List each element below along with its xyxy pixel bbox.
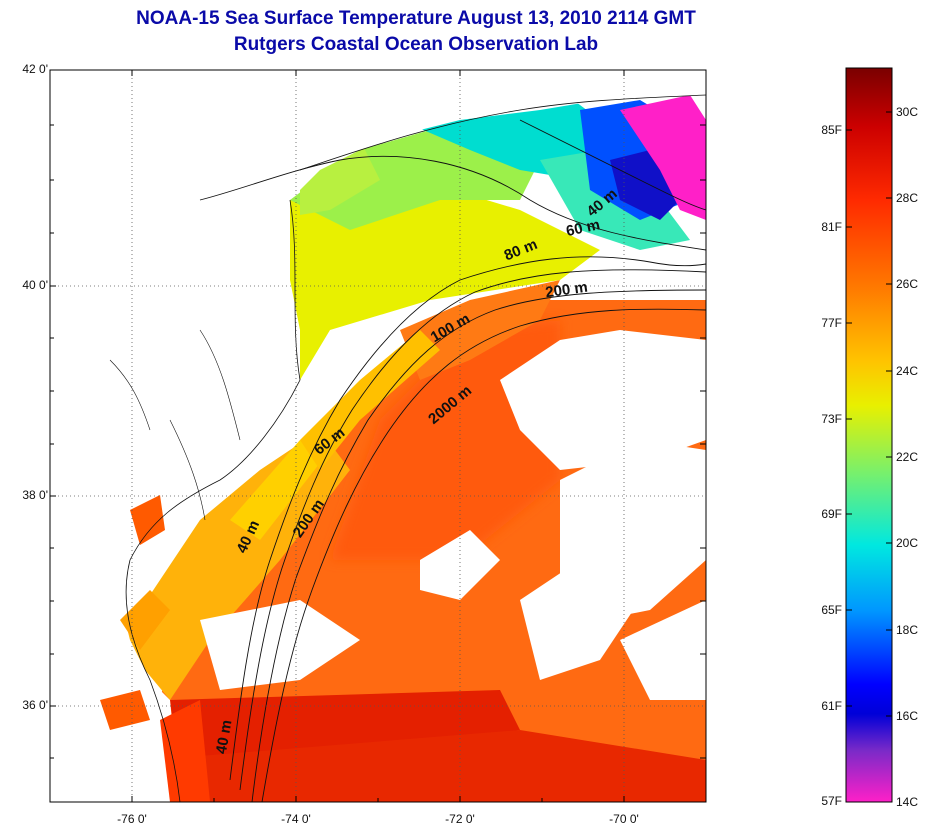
longitude-label: -70 0' (609, 812, 639, 826)
colorbar (845, 67, 893, 803)
colorbar-c-label: 22C (896, 450, 919, 464)
colorbar-c-label: 30C (896, 105, 919, 119)
latitude-label: 42 0' (22, 62, 48, 76)
colorbar-f-label: 57F (821, 794, 842, 808)
colorbar-f-label: 69F (821, 507, 842, 521)
colorbar-c-label: 18C (896, 623, 919, 637)
colorbar-c-label: 16C (896, 709, 919, 723)
colorbar-c-label: 28C (896, 191, 919, 205)
map-title: NOAA-15 Sea Surface Temperature August 1… (136, 8, 696, 29)
colorbar-f-label: 73F (821, 412, 842, 426)
graticule (50, 70, 706, 802)
longitude-label: -74 0' (281, 812, 311, 826)
bathymetry-contours (199, 119, 706, 802)
sst-field (50, 70, 706, 802)
contour-label: 200 m (544, 279, 588, 302)
contour-label: 40 m (213, 719, 236, 756)
colorbar-ticks (846, 111, 892, 717)
latitude-label: 40 0' (22, 278, 48, 292)
latitude-label: 36 0' (22, 698, 48, 712)
colorbar-c-label: 14C (896, 795, 919, 809)
colorbar-c-label: 26C (896, 277, 919, 291)
colorbar-f-label: 85F (821, 123, 842, 137)
longitude-label: -72 0' (445, 812, 475, 826)
colorbar-f-label: 65F (821, 603, 842, 617)
colorbar-f-label: 81F (821, 220, 842, 234)
axis-ticks (50, 69, 706, 802)
colorbar-c-label: 24C (896, 364, 919, 378)
map-subtitle: Rutgers Coastal Ocean Observation Lab (233, 34, 599, 55)
contour-label: 60 m (565, 216, 602, 240)
colorbar-c-label: 20C (896, 536, 919, 550)
longitude-label: -76 0' (117, 812, 147, 826)
latitude-label: 38 0' (22, 488, 48, 502)
colorbar-f-label: 77F (821, 316, 842, 330)
colorbar-f-label: 61F (821, 699, 842, 713)
